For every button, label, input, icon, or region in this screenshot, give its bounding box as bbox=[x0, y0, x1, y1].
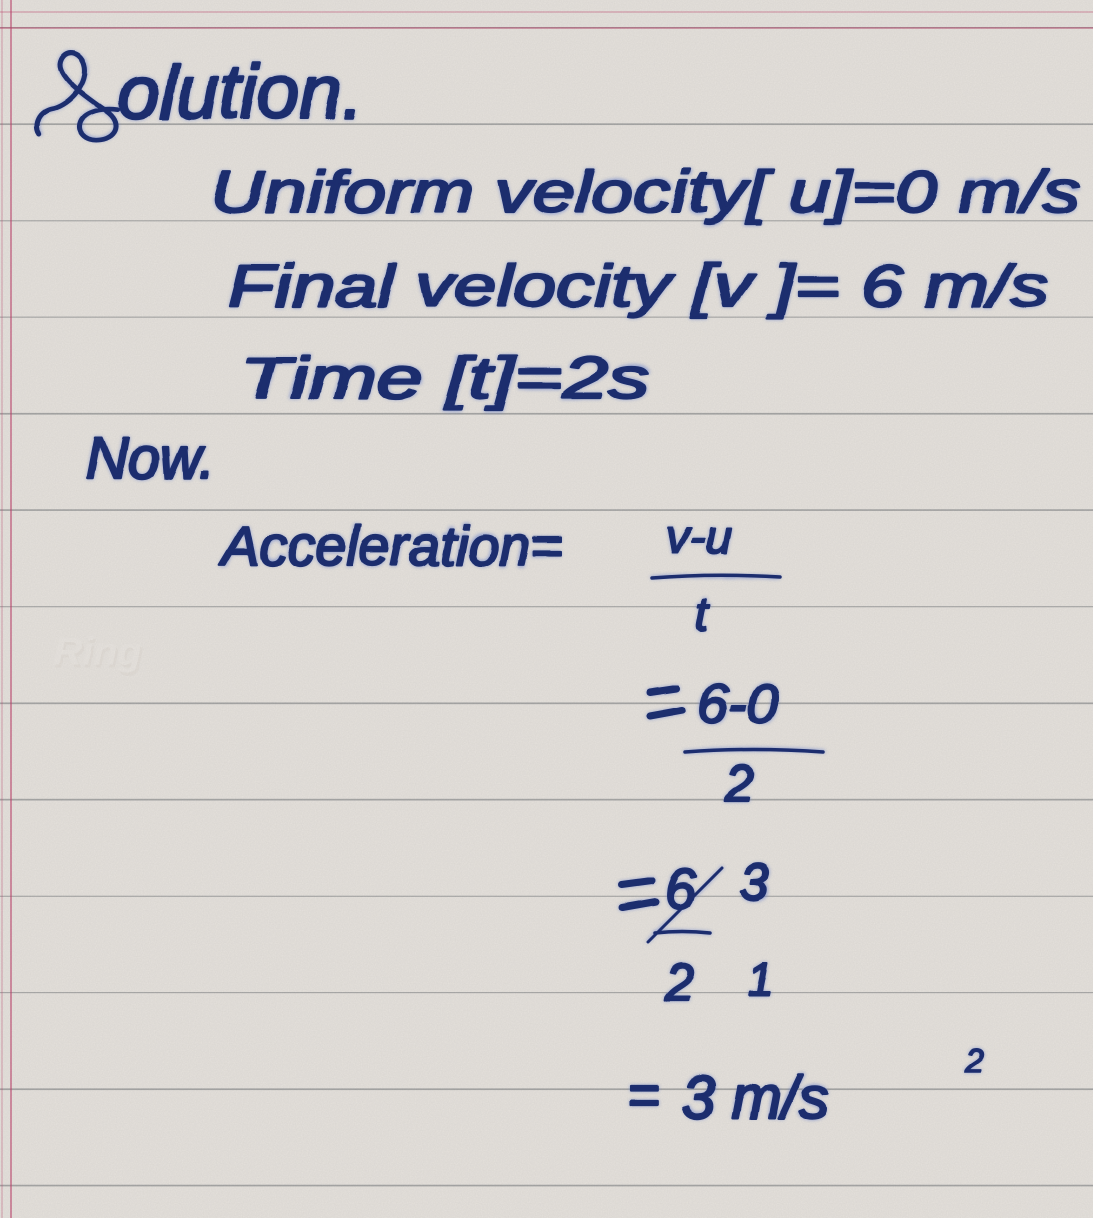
svg-text:Acceleration=: Acceleration= bbox=[219, 514, 563, 577]
svg-text:=: = bbox=[627, 1063, 660, 1126]
svg-text:v-u: v-u bbox=[665, 511, 732, 564]
svg-text:Final velocity [v ]= 6 m/s: Final velocity [v ]= 6 m/s bbox=[228, 254, 1048, 319]
svg-text:6-0: 6-0 bbox=[697, 672, 778, 735]
svg-text:Now.: Now. bbox=[86, 426, 215, 491]
svg-text:Uniform velocity[ u]=0 m/s: Uniform velocity[ u]=0 m/s bbox=[210, 160, 1080, 225]
svg-text:Time [t]=2s: Time [t]=2s bbox=[240, 346, 650, 411]
svg-text:3: 3 bbox=[740, 854, 769, 912]
svg-text:2: 2 bbox=[664, 954, 694, 1012]
svg-text:3 m/s: 3 m/s bbox=[682, 1064, 829, 1131]
svg-text:t: t bbox=[695, 588, 710, 641]
svg-text:Ring: Ring bbox=[53, 630, 142, 674]
svg-text:2: 2 bbox=[724, 755, 754, 813]
svg-text:olution.: olution. bbox=[118, 50, 363, 135]
svg-text:1: 1 bbox=[748, 953, 774, 1005]
svg-text:2: 2 bbox=[964, 1042, 984, 1080]
